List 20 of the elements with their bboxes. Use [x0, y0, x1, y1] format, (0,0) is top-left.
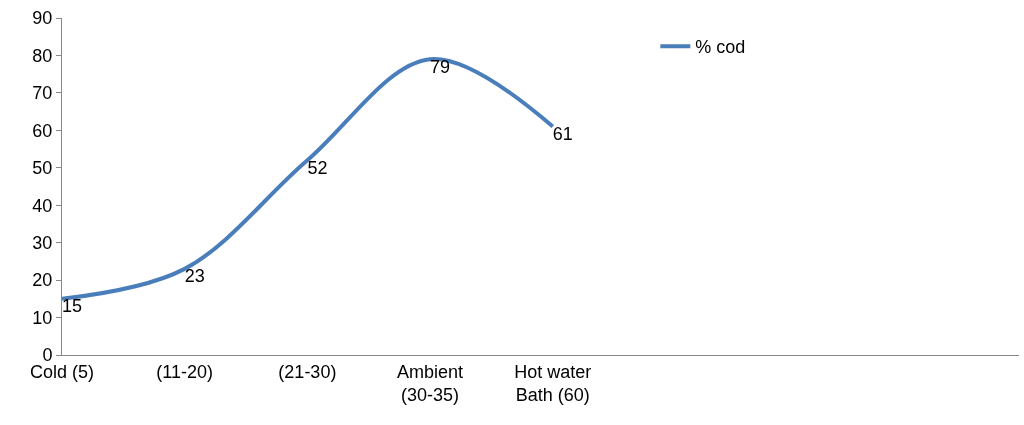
data-label: 52 — [307, 157, 328, 178]
y-tick-label: 70 — [32, 83, 53, 104]
x-tick-label: (21-30) — [278, 361, 337, 382]
x-tick-label: Ambient (30-35) — [397, 361, 464, 405]
line-series — [62, 57, 555, 301]
data-label: 23 — [184, 266, 205, 287]
data-label: 15 — [62, 296, 83, 317]
x-tick-label: Hot water Bath (60) — [514, 361, 592, 405]
y-tick-label: 40 — [32, 195, 53, 216]
y-tick-label: 50 — [32, 158, 53, 179]
y-tick-label: 60 — [32, 120, 53, 141]
y-tick-label: 90 — [32, 8, 53, 29]
y-tick-label: 30 — [32, 232, 53, 253]
y-tick-label: 20 — [32, 270, 53, 291]
legend-label: % cod — [695, 37, 746, 58]
y-tick-label: 80 — [32, 45, 53, 66]
data-label: 61 — [552, 124, 573, 145]
x-tick-label: (11-20) — [156, 361, 214, 382]
data-label: 79 — [430, 56, 451, 77]
y-tick-label: 10 — [32, 307, 53, 328]
